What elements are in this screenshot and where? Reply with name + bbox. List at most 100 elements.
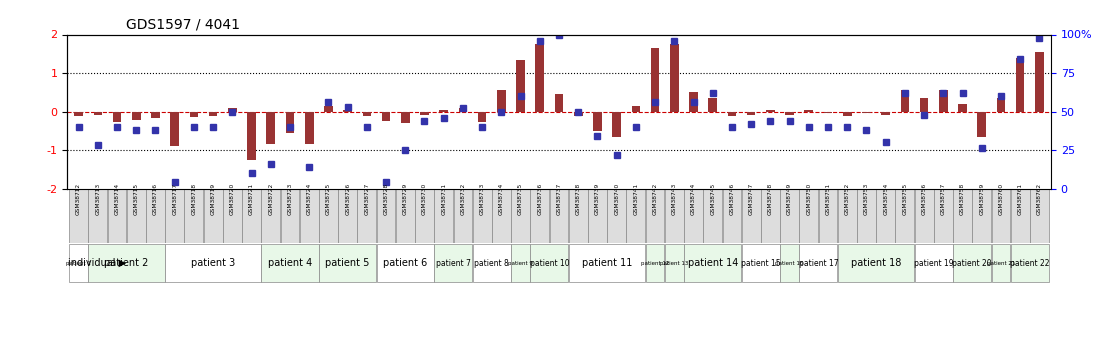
FancyBboxPatch shape <box>300 188 319 243</box>
Text: GSM38730: GSM38730 <box>421 183 427 215</box>
FancyBboxPatch shape <box>684 244 741 282</box>
FancyBboxPatch shape <box>837 244 915 282</box>
FancyBboxPatch shape <box>415 188 434 243</box>
FancyBboxPatch shape <box>88 244 164 282</box>
FancyBboxPatch shape <box>1011 188 1030 243</box>
FancyBboxPatch shape <box>722 188 741 243</box>
Bar <box>517 60 524 111</box>
Text: GSM38734: GSM38734 <box>499 183 504 215</box>
Text: patient 21: patient 21 <box>987 260 1015 266</box>
Text: GSM38747: GSM38747 <box>749 183 754 215</box>
Text: GSM38736: GSM38736 <box>538 183 542 215</box>
FancyBboxPatch shape <box>954 244 992 282</box>
Text: patient 3: patient 3 <box>191 258 235 268</box>
FancyBboxPatch shape <box>146 188 164 243</box>
Text: GSM38723: GSM38723 <box>287 183 293 215</box>
Bar <box>439 110 448 111</box>
Text: patient 19: patient 19 <box>913 258 954 267</box>
Text: GSM38717: GSM38717 <box>172 183 177 215</box>
Bar <box>420 111 429 115</box>
Bar <box>977 111 986 137</box>
FancyBboxPatch shape <box>69 244 88 282</box>
FancyBboxPatch shape <box>377 244 434 282</box>
Text: patient 7: patient 7 <box>436 258 471 267</box>
Bar <box>632 106 641 111</box>
Bar <box>536 44 544 111</box>
Bar <box>574 111 582 116</box>
FancyBboxPatch shape <box>339 188 357 243</box>
FancyBboxPatch shape <box>262 188 281 243</box>
Text: patient 4: patient 4 <box>268 258 312 268</box>
FancyBboxPatch shape <box>319 244 377 282</box>
FancyBboxPatch shape <box>511 244 530 282</box>
Text: GSM38722: GSM38722 <box>268 183 273 215</box>
FancyBboxPatch shape <box>896 188 915 243</box>
Text: GSM38724: GSM38724 <box>306 183 312 215</box>
Bar <box>613 111 620 137</box>
Text: GSM38758: GSM38758 <box>960 183 965 215</box>
Bar <box>862 111 871 114</box>
Text: GSM38757: GSM38757 <box>941 183 946 215</box>
Text: GSM38716: GSM38716 <box>153 183 158 215</box>
Bar <box>401 111 409 123</box>
Bar <box>286 111 294 133</box>
Text: GSM38750: GSM38750 <box>806 183 812 215</box>
Text: patient 22: patient 22 <box>1010 258 1050 267</box>
FancyBboxPatch shape <box>434 188 453 243</box>
FancyBboxPatch shape <box>973 188 992 243</box>
FancyBboxPatch shape <box>741 188 760 243</box>
FancyBboxPatch shape <box>626 188 645 243</box>
FancyBboxPatch shape <box>646 244 664 282</box>
Bar <box>689 92 698 111</box>
Text: GSM38749: GSM38749 <box>787 183 792 215</box>
Text: GSM38721: GSM38721 <box>249 183 254 215</box>
FancyBboxPatch shape <box>434 244 472 282</box>
Bar <box>594 111 601 131</box>
FancyBboxPatch shape <box>530 188 549 243</box>
FancyBboxPatch shape <box>473 188 492 243</box>
FancyBboxPatch shape <box>203 188 222 243</box>
Bar <box>1016 58 1024 111</box>
FancyBboxPatch shape <box>281 188 300 243</box>
FancyBboxPatch shape <box>126 188 145 243</box>
Text: GSM38738: GSM38738 <box>576 183 580 215</box>
Text: GSM38719: GSM38719 <box>210 183 216 215</box>
FancyBboxPatch shape <box>607 188 626 243</box>
Bar <box>824 111 832 114</box>
Bar <box>843 111 852 116</box>
FancyBboxPatch shape <box>69 188 88 243</box>
Text: GSM38755: GSM38755 <box>902 183 908 215</box>
Text: GSM38712: GSM38712 <box>76 183 82 215</box>
Text: GSM38759: GSM38759 <box>979 183 984 215</box>
FancyBboxPatch shape <box>837 188 856 243</box>
Text: patient 9: patient 9 <box>509 260 533 266</box>
FancyBboxPatch shape <box>1011 244 1049 282</box>
FancyBboxPatch shape <box>454 188 472 243</box>
FancyBboxPatch shape <box>358 188 377 243</box>
Text: GSM38715: GSM38715 <box>134 183 139 215</box>
Text: patient 17: patient 17 <box>798 258 838 267</box>
FancyBboxPatch shape <box>511 188 530 243</box>
FancyBboxPatch shape <box>165 188 184 243</box>
Text: GSM38742: GSM38742 <box>653 183 657 215</box>
FancyBboxPatch shape <box>165 244 260 282</box>
Text: GSM38714: GSM38714 <box>114 183 120 215</box>
FancyBboxPatch shape <box>530 244 568 282</box>
Text: GSM38726: GSM38726 <box>345 183 350 215</box>
Bar <box>113 111 122 122</box>
Text: GSM38720: GSM38720 <box>230 183 235 215</box>
Bar <box>785 111 794 115</box>
FancyBboxPatch shape <box>646 188 664 243</box>
Text: GSM38729: GSM38729 <box>402 183 408 215</box>
Text: GSM38740: GSM38740 <box>614 183 619 215</box>
FancyBboxPatch shape <box>915 188 934 243</box>
Bar <box>901 90 909 111</box>
Text: patient 11: patient 11 <box>581 258 632 268</box>
FancyBboxPatch shape <box>992 244 1011 282</box>
FancyBboxPatch shape <box>877 188 896 243</box>
Text: GSM38713: GSM38713 <box>95 183 101 215</box>
Bar <box>651 48 660 111</box>
FancyBboxPatch shape <box>934 188 953 243</box>
FancyBboxPatch shape <box>799 188 818 243</box>
FancyBboxPatch shape <box>992 188 1011 243</box>
